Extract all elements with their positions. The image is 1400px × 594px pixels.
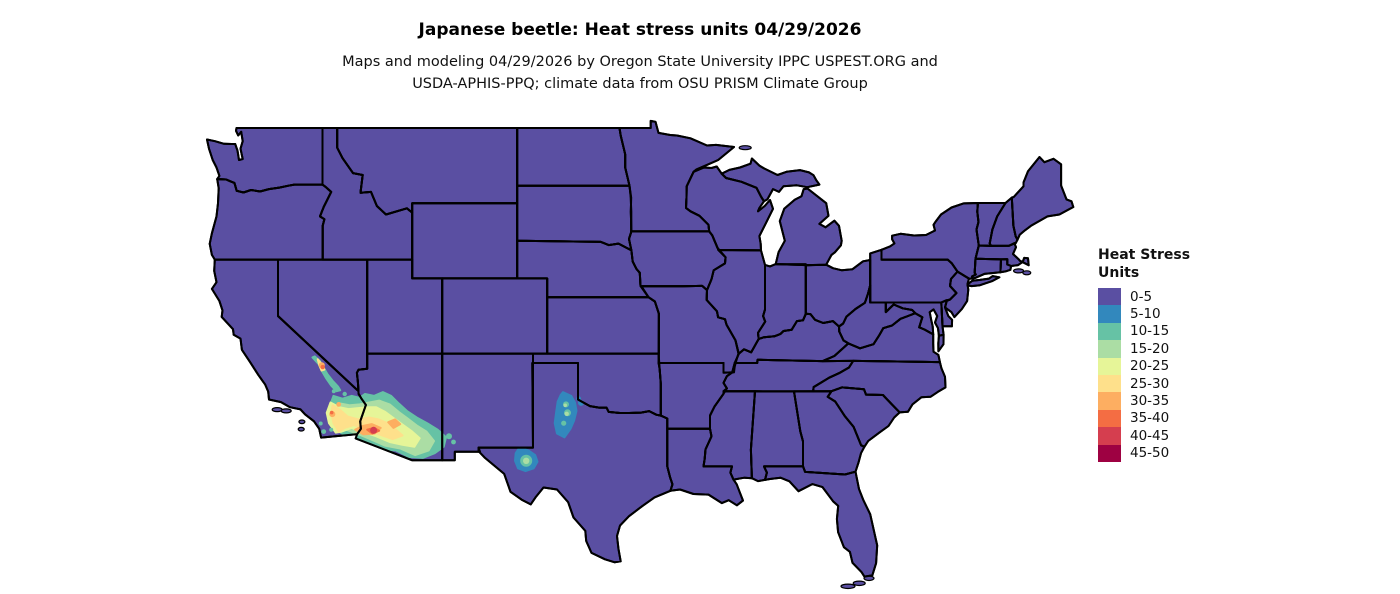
legend-swatch-15-20 xyxy=(1098,340,1121,358)
figure-subtitle: Maps and modeling 04/29/2026 by Oregon S… xyxy=(0,51,1280,95)
subtitle-line-1: Maps and modeling 04/29/2026 by Oregon S… xyxy=(342,54,938,70)
legend-item-25-30: 25-30 xyxy=(1098,374,1318,393)
legend-swatch-0-5 xyxy=(1098,288,1121,306)
state-or xyxy=(208,178,333,261)
legend-item-5-10: 5-10 xyxy=(1098,305,1318,323)
legend-swatch-20-25 xyxy=(1098,357,1121,375)
legend-item-45-50: 45-50 xyxy=(1098,444,1318,462)
heat-dot-10-15 xyxy=(451,439,456,445)
heat-dot-40-45 xyxy=(370,426,378,434)
legend-swatch-30-35 xyxy=(1098,392,1121,410)
state-wy xyxy=(411,202,519,280)
figure-title: Japanese beetle: Heat stress units 04/29… xyxy=(418,20,862,40)
legend-item-35-40: 35-40 xyxy=(1098,409,1318,428)
legend: Heat Stress Units 0-5 5-10 10-15 15-20 20-25… xyxy=(1098,246,1318,462)
legend-item-0-5: 0-5 xyxy=(1098,288,1318,306)
heat-dot-10-15 xyxy=(318,421,323,426)
legend-title-line-1: Heat Stress xyxy=(1098,247,1191,263)
heat-dot-10-15 xyxy=(329,427,334,432)
legend-title: Heat Stress Units xyxy=(1098,246,1318,282)
heat-dot-35-40 xyxy=(329,410,334,415)
legend-label: 35-40 xyxy=(1130,410,1170,427)
subtitle-line-2: USDA-APHIS-PPQ; climate data from OSU PR… xyxy=(412,76,868,92)
legend-swatch-45-50 xyxy=(1098,444,1121,462)
island xyxy=(738,145,752,151)
heat-dot-30-35 xyxy=(336,402,342,407)
legend-label: 30-35 xyxy=(1130,393,1170,410)
island xyxy=(840,583,856,590)
island xyxy=(852,580,866,587)
state-borders xyxy=(206,119,1075,578)
legend-items: 0-5 5-10 10-15 15-20 20-25 25-30 30-35 35-40 40-… xyxy=(1098,288,1318,462)
legend-swatch-25-30 xyxy=(1098,374,1121,393)
legend-item-10-15: 10-15 xyxy=(1098,322,1318,341)
legend-label: 25-30 xyxy=(1130,375,1170,392)
legend-swatch-10-15 xyxy=(1098,322,1121,341)
state-nd xyxy=(516,127,631,187)
island xyxy=(280,408,292,414)
heat-stress-hotspots xyxy=(311,355,584,473)
heat-dot-10-15 xyxy=(321,429,327,434)
legend-item-40-45: 40-45 xyxy=(1098,427,1318,445)
legend-label: 45-50 xyxy=(1130,445,1170,462)
island xyxy=(297,426,305,432)
heat-dot-10-15 xyxy=(342,391,347,397)
legend-label: 20-25 xyxy=(1130,358,1170,375)
heat-area-30-35 xyxy=(387,418,402,429)
legend-swatch-40-45 xyxy=(1098,427,1121,445)
heat-dot-15-20 xyxy=(523,457,530,464)
state-co xyxy=(441,277,549,355)
heat-dot-35-40 xyxy=(320,364,325,370)
state-fills xyxy=(206,119,1075,590)
state-fl xyxy=(763,465,879,578)
legend-item-20-25: 20-25 xyxy=(1098,357,1318,375)
heat-dot-10-15 xyxy=(561,420,567,426)
heat-dot-10-15 xyxy=(331,389,336,394)
legend-label: 10-15 xyxy=(1130,323,1170,340)
island xyxy=(298,419,306,425)
legend-title-line-2: Units xyxy=(1098,265,1140,281)
legend-label: 40-45 xyxy=(1130,427,1170,444)
header: Japanese beetle: Heat stress units 04/29… xyxy=(0,20,1280,95)
heat-area-25-30 xyxy=(330,404,404,441)
island xyxy=(1022,270,1032,276)
legend-swatch-35-40 xyxy=(1098,409,1121,428)
state-ct xyxy=(971,257,1002,280)
legend-item-15-20: 15-20 xyxy=(1098,340,1318,358)
heat-dot-15-20 xyxy=(564,411,569,416)
legend-label: 0-5 xyxy=(1130,288,1153,305)
legend-item-30-35: 30-35 xyxy=(1098,392,1318,410)
state-ks xyxy=(546,296,660,355)
heat-dot-10-15 xyxy=(446,433,452,440)
legend-label: 15-20 xyxy=(1130,340,1170,357)
legend-swatch-5-10 xyxy=(1098,305,1121,323)
state-nm xyxy=(441,352,534,462)
state-me xyxy=(1010,156,1075,241)
heat-dot-15-20 xyxy=(563,403,567,408)
legend-label: 5-10 xyxy=(1130,306,1161,323)
island xyxy=(1012,268,1025,274)
